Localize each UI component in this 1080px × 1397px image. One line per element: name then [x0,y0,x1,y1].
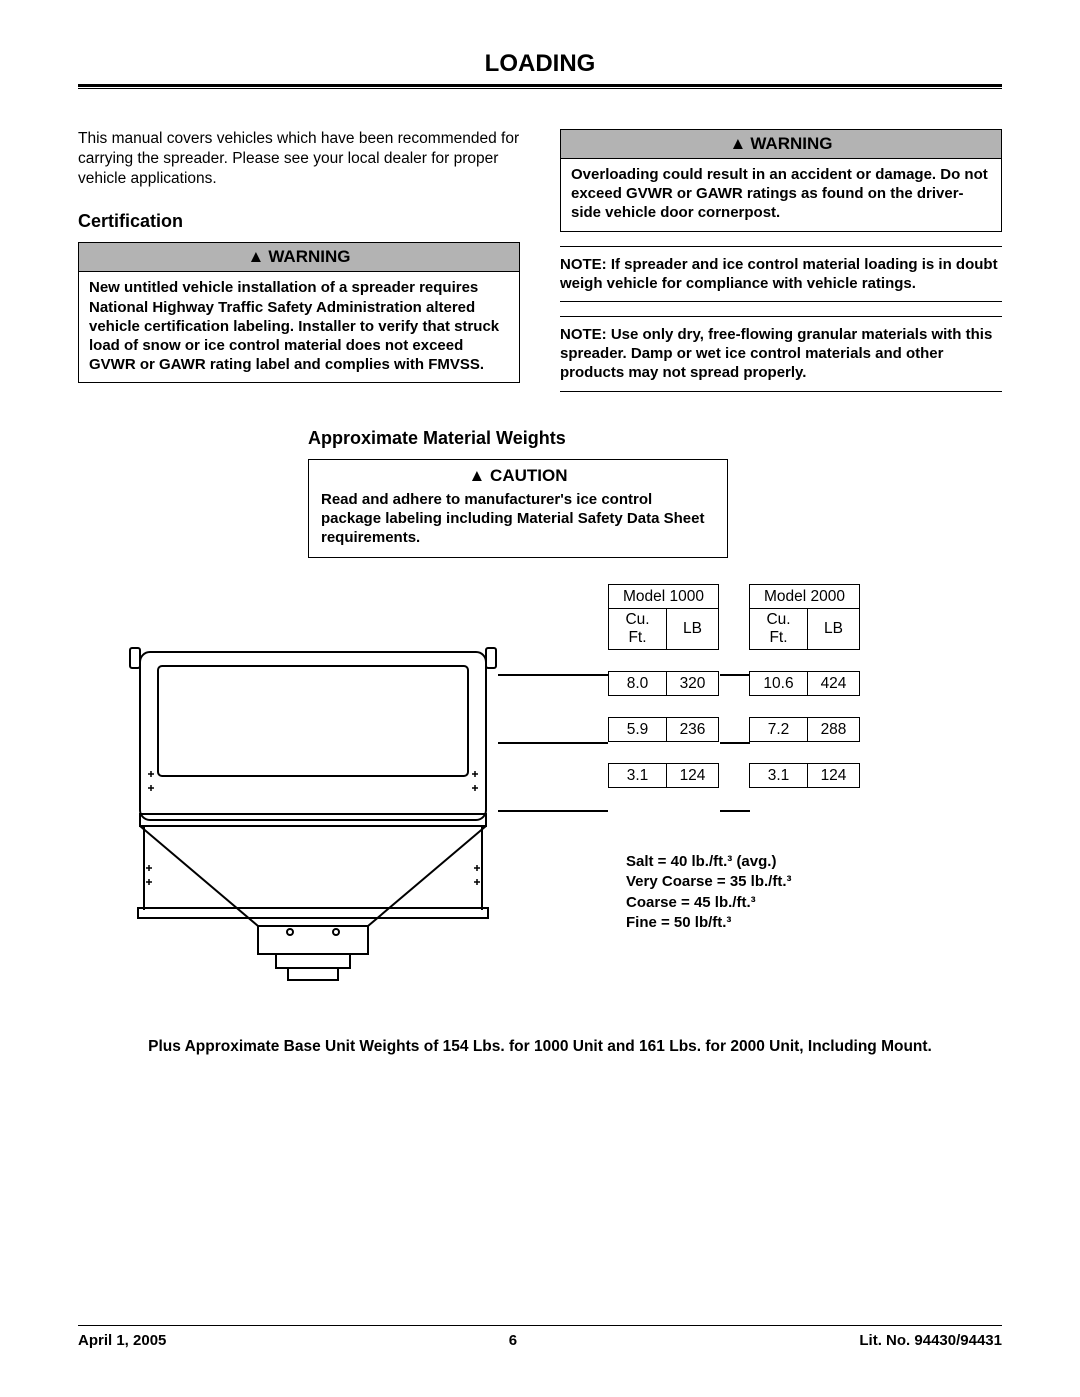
base-weights-note: Plus Approximate Base Unit Weights of 15… [78,1038,1002,1056]
page-title: LOADING [78,50,1002,78]
warning-box-cert: ▲WARNING New untitled vehicle installati… [78,242,520,383]
density-block: Salt = 40 lb./ft.³ (avg.) Very Coarse = … [626,852,792,933]
density-line: Fine = 50 lb/ft.³ [626,913,792,933]
table-cell: 124 [667,764,719,788]
left-column: This manual covers vehicles which have b… [78,129,520,392]
model-1000-table: Model 1000 Cu. Ft.LB 8.0320 5.9236 3.112… [608,584,719,788]
col-header: LB [808,609,860,650]
caution-body: Read and adhere to manufacturer's ice co… [309,488,727,558]
col-header: Cu. Ft. [750,609,808,650]
table-cell: 236 [667,718,719,742]
density-line: Salt = 40 lb./ft.³ (avg.) [626,852,792,872]
table-cell: 8.0 [609,672,667,696]
weight-tables: Model 1000 Cu. Ft.LB 8.0320 5.9236 3.112… [608,584,860,788]
warning-header: ▲WARNING [79,243,519,272]
connector-line [498,742,608,744]
footer-page-number: 6 [509,1332,517,1349]
warning-body: Overloading could result in an accident … [561,159,1001,231]
title-rule [78,84,1002,89]
caution-box: ▲ CAUTION Read and adhere to manufacture… [308,459,728,559]
content-columns: This manual covers vehicles which have b… [78,129,1002,392]
table-cell: 288 [808,718,860,742]
right-column: ▲WARNING Overloading could result in an … [560,129,1002,392]
model-title: Model 2000 [750,585,860,609]
warning-icon: ▲ [248,247,265,266]
certification-heading: Certification [78,211,520,232]
connector-line [498,810,608,812]
note-weigh-vehicle: NOTE: If spreader and ice control materi… [560,246,1002,302]
table-cell: 320 [667,672,719,696]
connector-line [720,810,750,812]
note-dry-material: NOTE: Use only dry, free-flowing granula… [560,316,1002,392]
density-line: Very Coarse = 35 lb./ft.³ [626,872,792,892]
model-title: Model 1000 [609,585,719,609]
footer-date: April 1, 2005 [78,1332,166,1349]
model-2000-table: Model 2000 Cu. Ft.LB 10.6424 7.2288 3.11… [749,584,860,788]
warning-header: ▲WARNING [561,130,1001,159]
connector-line [498,674,608,676]
table-cell: 424 [808,672,860,696]
footer-lit-number: Lit. No. 94430/94431 [859,1332,1002,1349]
spreader-diagram [78,610,548,990]
caution-label: CAUTION [490,466,567,485]
table-cell: 7.2 [750,718,808,742]
intro-text: This manual covers vehicles which have b… [78,129,520,189]
diagram-area: Model 1000 Cu. Ft.LB 8.0320 5.9236 3.112… [78,584,1002,1004]
table-cell: 124 [808,764,860,788]
warning-icon: ▲ [730,134,747,153]
table-cell: 10.6 [750,672,808,696]
col-header: Cu. Ft. [609,609,667,650]
density-line: Coarse = 45 lb./ft.³ [626,893,792,913]
page-footer: April 1, 2005 6 Lit. No. 94430/94431 [78,1325,1002,1349]
caution-header: ▲ CAUTION [309,460,727,488]
warning-label: WARNING [750,134,832,153]
col-header: LB [667,609,719,650]
warning-body: New untitled vehicle installation of a s… [79,272,519,382]
warning-label: WARNING [268,247,350,266]
caution-icon: ▲ [468,466,485,485]
table-cell: 3.1 [609,764,667,788]
footer-rule [78,1325,1002,1326]
weights-heading: Approximate Material Weights [308,428,1002,449]
table-cell: 3.1 [750,764,808,788]
table-cell: 5.9 [609,718,667,742]
warning-box-overload: ▲WARNING Overloading could result in an … [560,129,1002,232]
